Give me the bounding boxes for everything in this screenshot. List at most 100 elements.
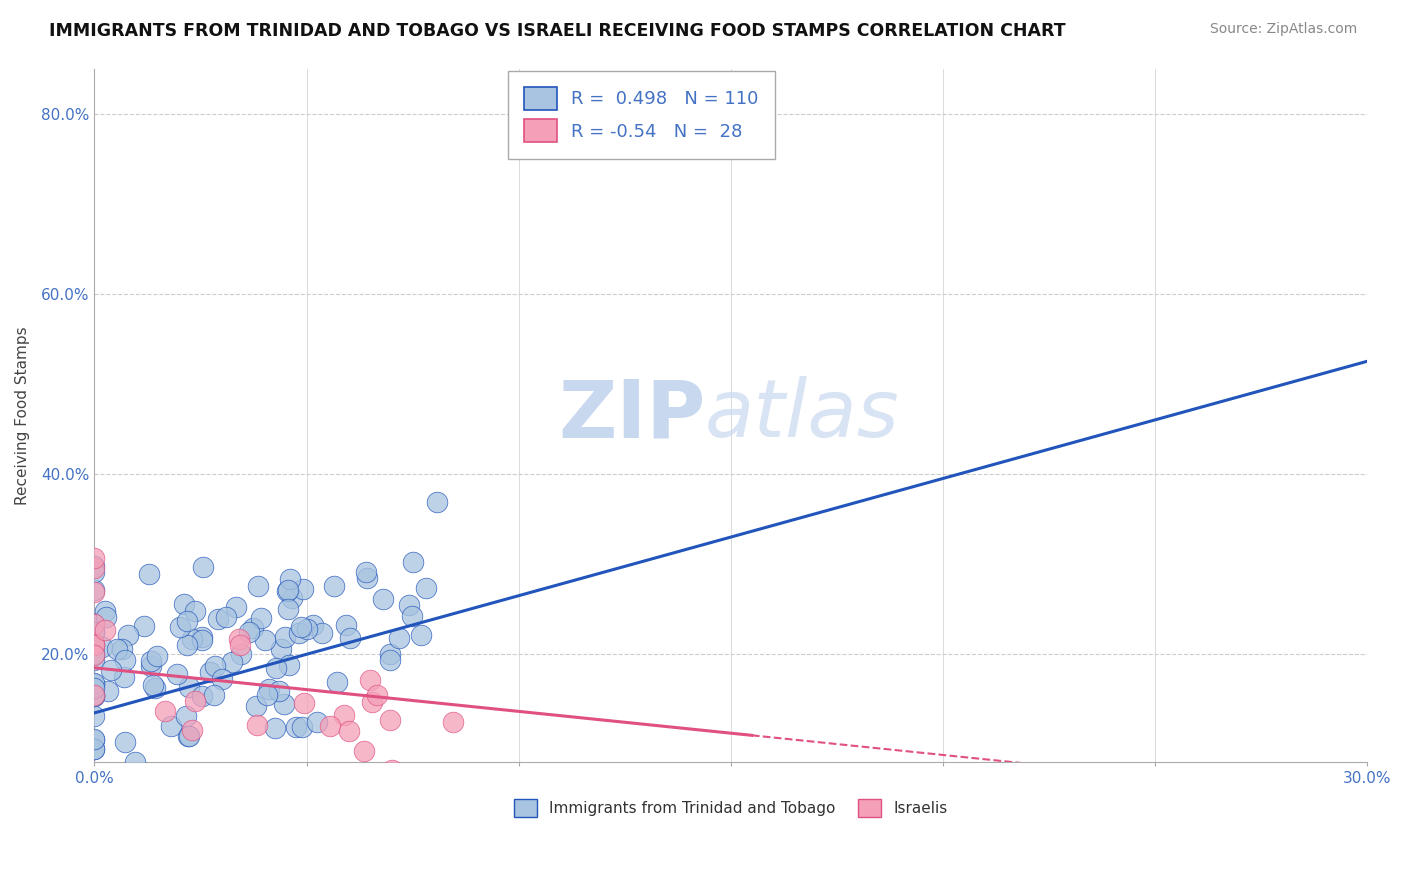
- Point: [100, 663, 122, 677]
- Text: atlas: atlas: [706, 376, 900, 455]
- Legend: Immigrants from Trinidad and Tobago, Israelis: Immigrants from Trinidad and Tobago, Isr…: [506, 791, 955, 824]
- Point: [415, 581, 437, 595]
- Point: [83, 637, 105, 651]
- Point: [426, 495, 449, 509]
- Point: [93, 604, 115, 618]
- Point: [398, 598, 420, 612]
- Point: [94, 624, 117, 638]
- Point: [83, 742, 105, 756]
- Point: [83, 732, 105, 747]
- Point: [83, 677, 105, 691]
- Point: [551, 782, 574, 797]
- Point: [191, 630, 214, 644]
- Point: [267, 684, 290, 698]
- Point: [83, 709, 105, 723]
- Point: [97, 684, 120, 698]
- Point: [83, 742, 105, 756]
- Point: [160, 718, 183, 732]
- Point: [83, 639, 105, 653]
- Point: [83, 688, 105, 702]
- Text: IMMIGRANTS FROM TRINIDAD AND TOBAGO VS ISRAELI RECEIVING FOOD STAMPS CORRELATION: IMMIGRANTS FROM TRINIDAD AND TOBAGO VS I…: [49, 22, 1066, 40]
- Point: [359, 673, 381, 687]
- Point: [169, 619, 191, 633]
- Point: [228, 632, 250, 647]
- Point: [83, 689, 105, 703]
- Point: [83, 648, 105, 662]
- Point: [83, 689, 105, 703]
- Point: [401, 609, 423, 624]
- Point: [373, 592, 395, 607]
- Point: [90, 640, 112, 654]
- Point: [366, 688, 388, 702]
- Point: [83, 584, 105, 599]
- Point: [166, 667, 188, 681]
- Point: [291, 720, 314, 734]
- Point: [83, 582, 105, 597]
- Point: [245, 699, 267, 714]
- Point: [96, 609, 118, 624]
- Point: [143, 681, 166, 695]
- Y-axis label: Receiving Food Stamps: Receiving Food Stamps: [15, 326, 30, 505]
- Point: [83, 648, 105, 662]
- Point: [380, 653, 402, 667]
- Point: [83, 551, 105, 566]
- Point: [242, 621, 264, 635]
- Point: [378, 714, 401, 728]
- Point: [319, 719, 342, 733]
- Point: [117, 628, 139, 642]
- Point: [287, 625, 309, 640]
- Point: [134, 618, 156, 632]
- Point: [387, 631, 409, 645]
- Point: [191, 689, 214, 703]
- Point: [83, 732, 105, 747]
- Point: [256, 688, 278, 702]
- Point: [335, 618, 357, 632]
- Point: [284, 720, 307, 734]
- Point: [83, 640, 105, 654]
- Point: [83, 624, 105, 639]
- Point: [114, 653, 136, 667]
- Point: [361, 695, 384, 709]
- Point: [292, 582, 315, 597]
- Point: [207, 612, 229, 626]
- Point: [264, 721, 287, 735]
- Point: [229, 638, 252, 652]
- Point: [339, 724, 361, 739]
- Point: [153, 704, 176, 718]
- Point: [112, 669, 135, 683]
- Point: [353, 744, 375, 758]
- Point: [225, 599, 247, 614]
- Point: [278, 572, 301, 586]
- Point: [307, 714, 329, 729]
- Point: [290, 619, 312, 633]
- Point: [231, 647, 253, 661]
- Point: [246, 579, 269, 593]
- Point: [177, 729, 200, 743]
- Point: [277, 602, 299, 616]
- Point: [323, 579, 346, 593]
- Point: [111, 642, 134, 657]
- Point: [179, 729, 201, 743]
- Point: [380, 647, 402, 661]
- Point: [221, 655, 243, 669]
- Point: [277, 583, 299, 598]
- Point: [292, 696, 315, 710]
- Point: [180, 723, 202, 738]
- Point: [281, 591, 304, 606]
- Point: [402, 555, 425, 569]
- Point: [191, 633, 214, 648]
- Point: [124, 756, 146, 770]
- Point: [274, 630, 297, 644]
- Point: [83, 675, 105, 690]
- Point: [339, 631, 361, 645]
- Point: [105, 641, 128, 656]
- Point: [174, 708, 197, 723]
- Point: [485, 770, 508, 784]
- Point: [356, 571, 378, 585]
- Point: [276, 584, 298, 599]
- Point: [246, 718, 269, 732]
- Point: [139, 654, 162, 668]
- Point: [176, 614, 198, 628]
- Point: [238, 624, 260, 639]
- Point: [141, 659, 163, 673]
